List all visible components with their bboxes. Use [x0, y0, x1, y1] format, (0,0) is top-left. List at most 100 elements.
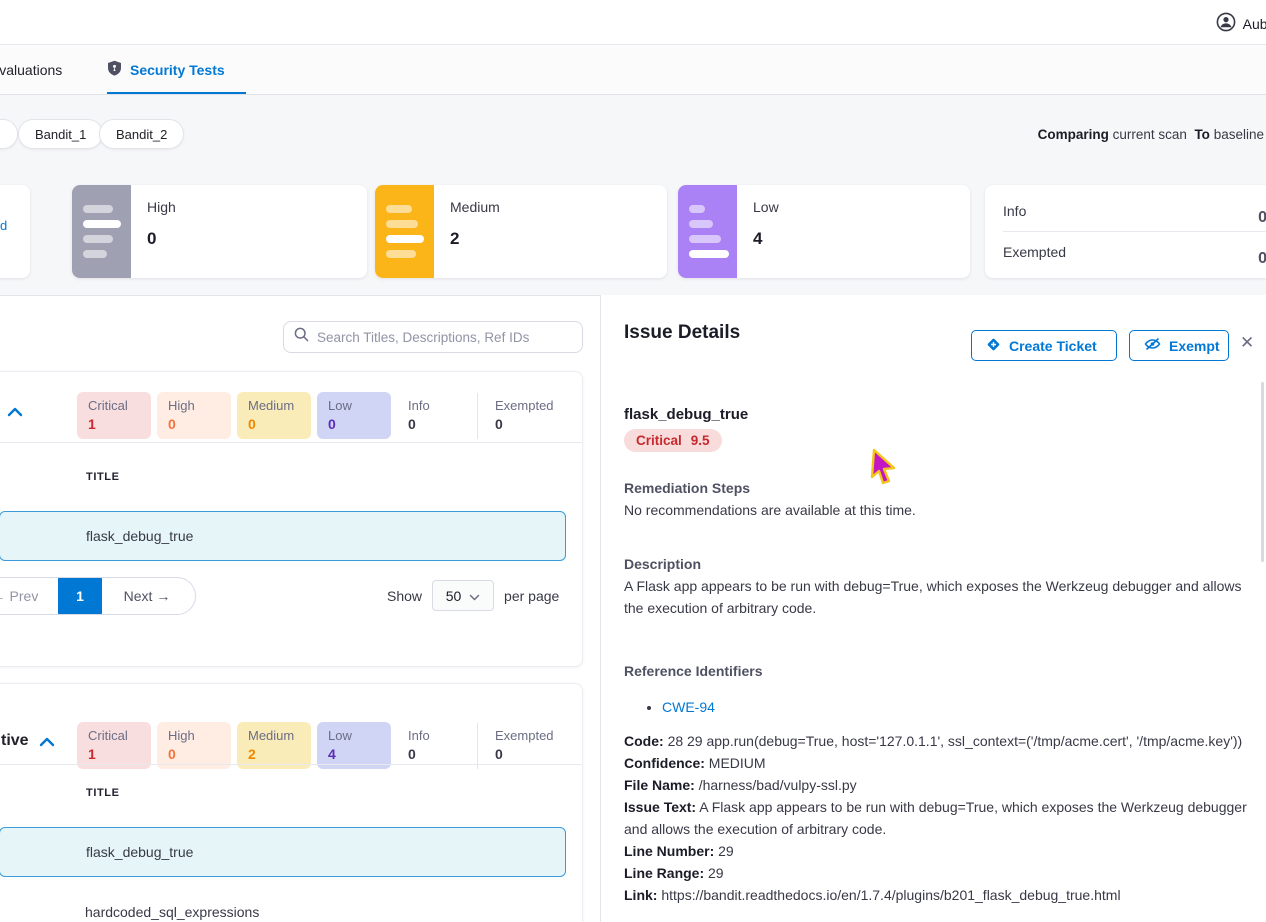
field-confidence: Confidence: MEDIUM: [624, 755, 766, 771]
collapse-chevron-up-icon[interactable]: [39, 734, 55, 752]
next-page-button[interactable]: Next →: [123, 588, 171, 604]
severity-badge-label: Critical: [636, 433, 682, 448]
issue-title: hardcoded_sql_expressions: [85, 904, 260, 920]
issue-details-panel: Issue Details Create Ticket Exempt ✕ fla…: [601, 295, 1266, 922]
issue-row-hardcoded-sql-expressions[interactable]: hardcoded_sql_expressions: [0, 887, 566, 922]
scan-chip-bandit-1[interactable]: Bandit_1: [18, 119, 104, 149]
compare-prefix: Comparing: [1037, 127, 1109, 142]
close-icon[interactable]: ✕: [1240, 333, 1255, 352]
issue-group-card-1: Critical 1 High 0 Medium 0 Low 0 Info 0 Exemp…: [0, 371, 583, 667]
chevron-down-icon: [469, 588, 480, 604]
severity-card-medium: Medium 2: [375, 185, 667, 278]
group-2-partial-title: tive: [1, 732, 29, 749]
pill-low: Low 0: [317, 392, 391, 439]
pill-critical: Critical 1: [77, 722, 151, 769]
exempt-button[interactable]: Exempt: [1129, 330, 1229, 361]
field-issue-text: Issue Text: A Flask app appears to be ru…: [624, 799, 1247, 837]
search-input[interactable]: [317, 329, 572, 345]
top-bar: Aubre: [0, 0, 1266, 45]
collapse-chevron-up-icon[interactable]: [7, 404, 23, 422]
scan-chip-bandit-2[interactable]: Bandit_2: [99, 119, 185, 149]
pill-exempted: Exempted 0: [495, 398, 554, 432]
issues-search[interactable]: [283, 321, 583, 353]
create-ticket-button[interactable]: Create Ticket: [971, 330, 1117, 361]
field-link: Link: https://bandit.readthedocs.io/en/1…: [624, 887, 1121, 903]
per-page-label: per page: [504, 587, 560, 604]
medium-card-label: Medium: [450, 199, 500, 215]
remediation-steps-label: Remediation Steps: [624, 480, 751, 496]
description-text: A Flask app appears to be run with debug…: [624, 578, 1242, 616]
compare-current-scan: current scan: [1112, 127, 1187, 142]
issue-title: flask_debug_true: [86, 844, 194, 860]
pill-low: Low 4: [317, 722, 391, 769]
user-avatar-icon: [1216, 12, 1236, 35]
arrow-left-icon: ←: [0, 588, 6, 604]
issue-details-heading: Issue Details: [624, 322, 741, 343]
exempted-count: 0: [1258, 250, 1266, 267]
group-1-header: Critical 1 High 0 Medium 0 Low 0 Info 0 Exemp…: [0, 388, 570, 440]
high-card-label: High: [147, 199, 176, 215]
pill-info: Info 0: [408, 398, 430, 432]
exempted-label: Exempted: [1003, 244, 1067, 260]
pill-info: Info 0: [408, 728, 430, 762]
severity-card-info-exempted: Info 0 Exempted 0: [985, 185, 1266, 278]
show-label: Show: [387, 587, 423, 604]
divider: [477, 722, 478, 769]
low-card-count: 4: [753, 229, 763, 248]
compare-status-text: Comparing current scan To baseline: [1038, 127, 1264, 142]
page-size-value: 50: [445, 587, 462, 604]
tab-security-tests-label: Security Tests: [130, 61, 225, 78]
group-2-severity-pills: Critical 1 High 0 Medium 2 Low 4 Info 0 Exemp…: [77, 722, 564, 769]
shield-icon: [107, 60, 122, 79]
group-1-severity-pills: Critical 1 High 0 Medium 0 Low 0 Info 0 Exemp…: [77, 392, 564, 439]
prev-page-button[interactable]: ← Prev: [0, 588, 58, 604]
search-icon: [294, 327, 309, 347]
tab-security-tests[interactable]: Security Tests: [107, 45, 225, 94]
pill-critical: Critical 1: [77, 392, 151, 439]
info-count: 0: [1258, 209, 1266, 226]
tab-policy-evaluations[interactable]: cy Evaluations: [0, 45, 62, 94]
scan-chip-partial[interactable]: [0, 119, 18, 149]
cwe-link[interactable]: CWE-94: [662, 699, 715, 715]
ticket-diamond-icon: [986, 337, 1001, 355]
divider: [0, 442, 582, 443]
low-severity-bars-icon: [678, 185, 737, 278]
severity-card-high: High 0: [72, 185, 367, 278]
pill-high: High 0: [157, 392, 231, 439]
issue-title: flask_debug_true: [86, 528, 194, 544]
page-1-button[interactable]: 1: [58, 578, 102, 614]
user-menu[interactable]: Aubre: [1216, 12, 1266, 35]
divider: [1003, 231, 1266, 232]
pill-medium: Medium 0: [237, 392, 311, 439]
issue-row-flask-debug-true[interactable]: flask_debug_true: [0, 827, 566, 877]
pagination: ← Prev 1 Next →: [0, 577, 196, 615]
field-file-name: File Name: /harness/bad/vulpy-ssl.py: [624, 777, 857, 793]
severity-card-partial: d: [0, 185, 30, 278]
medium-card-count: 2: [450, 229, 460, 248]
tab-policy-evaluations-label: cy Evaluations: [0, 61, 63, 78]
compare-baseline: baseline: [1213, 127, 1264, 142]
severity-badge: Critical 9.5: [624, 429, 722, 452]
description-label: Description: [624, 556, 702, 572]
issue-details-body: Remediation Steps No recommendations are…: [624, 477, 1249, 906]
scan-chip-label: Bandit_2: [116, 126, 168, 142]
pill-medium: Medium 2: [237, 722, 311, 769]
medium-severity-bars-icon: [375, 185, 434, 278]
info-label: Info: [1003, 203, 1027, 219]
divider: [0, 764, 582, 765]
divider: [477, 392, 478, 439]
scrollbar-thumb[interactable]: [1261, 382, 1264, 562]
group-2-header: tive Critical 1 High 0 Medium 2 Low 4 Info 0 …: [0, 700, 570, 769]
pill-exempted: Exempted 0: [495, 728, 554, 762]
issue-group-card-2: tive Critical 1 High 0 Medium 2 Low 4 Info 0 …: [0, 683, 583, 922]
eye-off-icon: [1144, 337, 1161, 354]
remediation-steps-text: No recommendations are available at this…: [624, 502, 916, 518]
field-code: Code: 28 29 app.run(debug=True, host='12…: [624, 733, 1243, 749]
issue-detail-title: flask_debug_true: [624, 406, 749, 423]
scan-chip-label: Bandit_1: [35, 126, 87, 142]
page-size-select[interactable]: 50: [432, 580, 495, 611]
issue-row-flask-debug-true[interactable]: flask_debug_true: [0, 511, 566, 561]
field-line-range: Line Range: 29: [624, 865, 724, 881]
info-row: Info 0: [1003, 191, 1266, 231]
partial-link-fragment[interactable]: d: [0, 218, 8, 233]
